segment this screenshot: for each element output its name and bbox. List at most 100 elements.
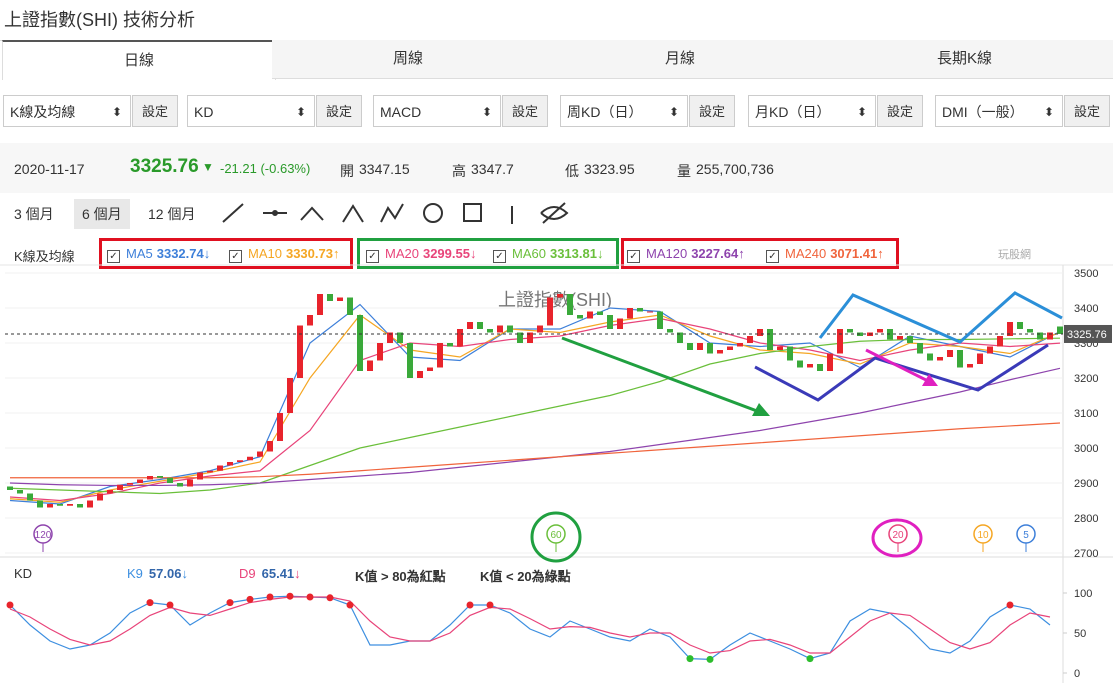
ma-legend-item[interactable]: ✓ MA60 3313.81↓ [493, 246, 603, 263]
dropdown[interactable]: 月KD（日） [748, 95, 876, 128]
candle [477, 322, 483, 329]
range-button[interactable]: 3 個月 [14, 206, 54, 222]
candle [747, 336, 753, 343]
candle [357, 315, 363, 371]
ma-name: MA10 [248, 246, 282, 261]
settings-button[interactable]: 設定 [502, 95, 548, 127]
candle [337, 297, 343, 301]
candle [1037, 332, 1043, 340]
dropdown[interactable]: DMI（一般） [935, 95, 1063, 128]
candle [1007, 322, 1013, 336]
series-name: D9 [239, 566, 256, 581]
kd-dot [246, 595, 254, 603]
candle [767, 329, 773, 350]
quote-open: 3347.15 [359, 161, 410, 177]
y-tick-label: 50 [1074, 628, 1086, 640]
annotation-line [754, 343, 1049, 402]
checkbox: ✓ [627, 250, 640, 263]
candle [697, 343, 703, 350]
tab[interactable]: 周線 [272, 40, 544, 79]
candle [17, 490, 23, 494]
candle [797, 360, 803, 368]
candle [577, 315, 583, 319]
ma-legend-item[interactable]: ✓ MA20 3299.55↓ [366, 246, 476, 263]
candle [817, 364, 823, 371]
candle [1017, 322, 1023, 329]
ma-line [9, 595, 1051, 661]
candle [687, 343, 693, 350]
candle [527, 332, 533, 343]
candle [557, 294, 563, 298]
candle [147, 476, 153, 480]
dropdown[interactable]: 周KD（日） [560, 95, 688, 128]
dropdown[interactable]: KD [187, 95, 315, 128]
ma-legend-item[interactable]: ✓ MA10 3330.73↑ [229, 246, 339, 263]
tab[interactable]: 日線 [2, 40, 276, 80]
candle [137, 479, 143, 483]
ma-value: 3332.74 [156, 246, 204, 261]
ma-legend-item[interactable]: ✓ MA240 3071.41↑ [766, 246, 884, 263]
candle [977, 353, 983, 364]
candle [207, 470, 213, 473]
candle [257, 451, 263, 457]
kd-dot [466, 601, 474, 609]
candle [387, 332, 393, 343]
range-button[interactable]: 6 個月 [74, 199, 130, 229]
quote-volume: 255,700,736 [696, 161, 774, 177]
candle [1057, 326, 1063, 334]
kd-dot [486, 601, 494, 609]
ma-line [9, 317, 1061, 502]
y-tick-label: 100 [1074, 588, 1092, 600]
y-tick-label: 3200 [1074, 373, 1098, 385]
candle [657, 311, 663, 329]
panel-label: K線及均線 [14, 249, 75, 264]
candle [307, 315, 313, 326]
dropdown[interactable]: MACD [373, 95, 501, 128]
candle [717, 350, 723, 354]
ma-name: MA60 [512, 246, 546, 261]
ma-legend-item[interactable]: ✓ MA120 3227.64↑ [627, 246, 745, 263]
settings-button[interactable]: 設定 [316, 95, 362, 127]
settings-button[interactable]: 設定 [1064, 95, 1110, 127]
settings-button[interactable]: 設定 [132, 95, 178, 127]
kd-dot [266, 593, 274, 601]
candle [157, 476, 163, 478]
checkbox: ✓ [366, 250, 379, 263]
down-icon: ▼ [202, 160, 214, 174]
candle [987, 346, 993, 354]
tab[interactable]: 月線 [544, 40, 816, 79]
ma-arrow: ↑ [877, 246, 884, 261]
candle [787, 346, 793, 361]
drawing-tools[interactable] [215, 196, 575, 232]
candle [367, 360, 373, 371]
candle [837, 329, 843, 354]
candle [77, 504, 83, 508]
ma-legend-item[interactable]: ✓ MA5 3332.74↓ [107, 246, 210, 263]
tab[interactable]: 長期K線 [816, 40, 1113, 79]
quote-price: 3325.76 [130, 156, 199, 177]
candle [507, 325, 513, 333]
settings-button[interactable]: 設定 [877, 95, 923, 127]
settings-button[interactable]: 設定 [689, 95, 735, 127]
ma-name: MA120 [646, 246, 688, 261]
label: 低 [565, 163, 579, 179]
candle [637, 308, 643, 312]
dropdown[interactable]: K線及均線 [3, 95, 131, 128]
y-tick-label: 0 [1074, 668, 1080, 680]
candle [847, 329, 853, 333]
candle [237, 460, 243, 462]
checkbox: ✓ [493, 250, 506, 263]
candle [417, 371, 423, 378]
candle [297, 325, 303, 378]
annotation-circle [871, 518, 923, 558]
candle [107, 490, 113, 494]
range-button[interactable]: 12 個月 [148, 206, 196, 222]
highlight-box [357, 238, 619, 269]
arrow-head [922, 374, 938, 386]
label: 開 [340, 163, 354, 179]
candle [907, 336, 913, 343]
candle [37, 500, 43, 508]
candle [447, 343, 453, 347]
candle [877, 329, 883, 333]
